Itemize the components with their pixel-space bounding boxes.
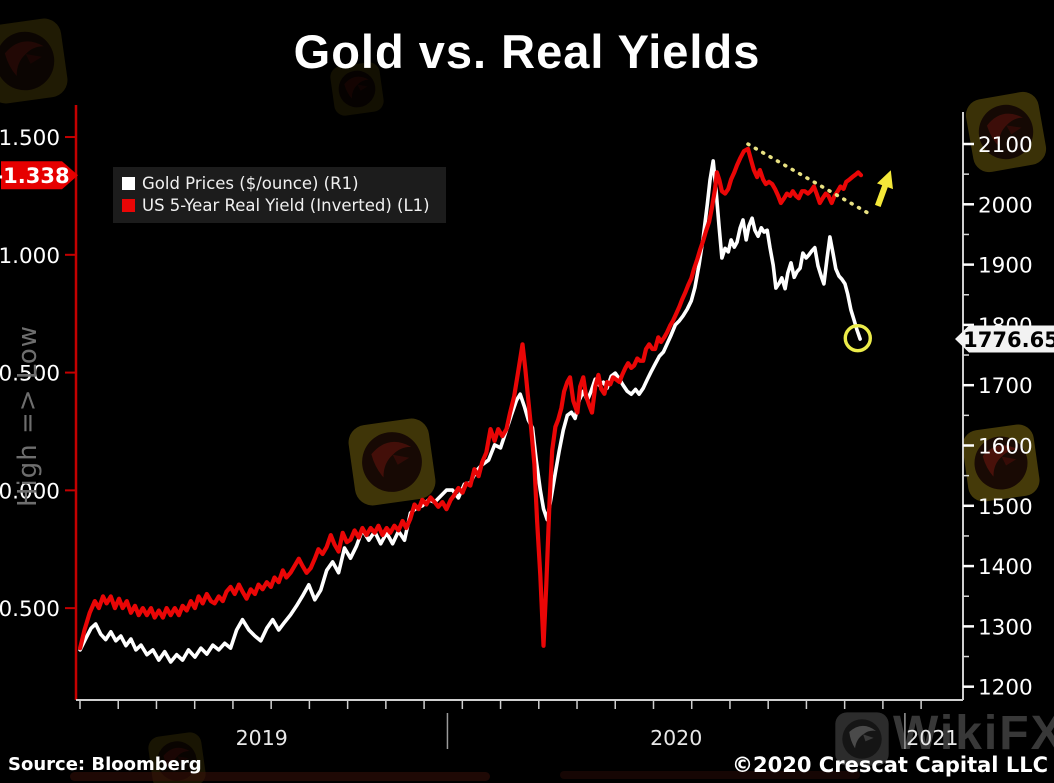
year-label: 2021 xyxy=(906,726,958,750)
low-circle-annotation xyxy=(843,323,872,353)
left-axis-current-value: -1.338 xyxy=(0,164,70,188)
trendline-annotation xyxy=(746,142,869,215)
breakout-arrow-icon xyxy=(874,170,893,207)
right-axis-tick-label: 1200 xyxy=(978,676,1033,701)
right-axis-tick-label: 1400 xyxy=(978,555,1033,580)
right-axis-current-value: 1776.65 xyxy=(963,328,1054,352)
legend-item-gold: Gold Prices ($/ounce) (R1) xyxy=(122,172,430,194)
right-axis-tick-label: 1600 xyxy=(978,434,1033,459)
copyright-label: ©2020 Crescat Capital LLC xyxy=(732,753,1048,777)
yield-series-line xyxy=(78,146,864,651)
year-label: 2020 xyxy=(650,726,702,750)
right-axis-tick-label: 1500 xyxy=(978,495,1033,520)
source-label: Source: Bloomberg xyxy=(8,754,202,775)
left-axis-direction-label: High => Low xyxy=(13,324,43,507)
right-axis-tick-label: 2100 xyxy=(978,133,1033,158)
right-axis-tick-label: 1700 xyxy=(978,374,1033,399)
year-label: 2019 xyxy=(236,726,288,750)
chart-title: Gold vs. Real Yields xyxy=(293,25,761,78)
left-axis-current-tag xyxy=(1,161,78,190)
gold-series-swatch-icon xyxy=(122,176,135,190)
legend-label-real-yield: US 5-Year Real Yield (Inverted) (L1) xyxy=(142,195,430,215)
legend-item-real-yield: US 5-Year Real Yield (Inverted) (L1) xyxy=(122,194,430,216)
left-axis-tick-label: -0.500 xyxy=(0,362,60,387)
right-axis-tick-label: 1900 xyxy=(978,254,1033,279)
yield-series-swatch-icon xyxy=(122,198,135,212)
left-axis-tick-label: -1.500 xyxy=(0,126,60,151)
right-axis-tick-label: 1300 xyxy=(978,615,1033,640)
right-axis-tick-label: 2000 xyxy=(978,193,1033,218)
left-axis-tick-label: 0.000 xyxy=(0,479,60,504)
gold-series-line xyxy=(78,159,862,664)
legend-label-gold: Gold Prices ($/ounce) (R1) xyxy=(142,173,359,193)
legend: Gold Prices ($/ounce) (R1) US 5-Year Rea… xyxy=(113,167,446,223)
right-axis-current-tag xyxy=(955,325,1054,353)
left-axis-tick-label: -1.000 xyxy=(0,244,60,269)
left-axis-tick-label: 0.500 xyxy=(0,597,60,622)
